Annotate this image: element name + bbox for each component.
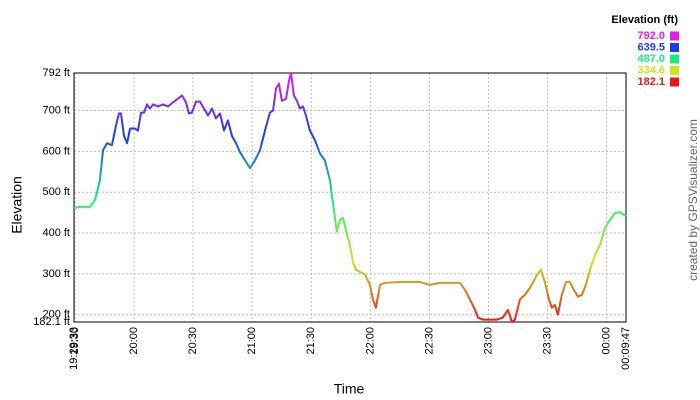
x-tick-label: 20:30: [187, 327, 199, 355]
legend-label: 639.5: [637, 41, 665, 53]
x-tick-label: 20:00: [128, 327, 140, 355]
elevation-line: [73, 72, 627, 323]
y-tick-label: 500 ft: [42, 186, 70, 198]
y-tick-label: 182.1 ft: [33, 316, 70, 328]
x-tick-label: 19:29:33: [68, 327, 80, 370]
credit: created by GPSVisualizer.com: [686, 119, 700, 281]
legend-swatch: [670, 66, 679, 75]
x-tick-label: 19:30: [69, 327, 81, 355]
x-tick-label: 21:00: [246, 327, 258, 355]
legend-swatch: [670, 77, 679, 87]
y-tick-label: 792 ft: [42, 67, 70, 79]
legend-swatch: [670, 54, 679, 64]
legend-swatch: [670, 43, 679, 52]
x-axis-label: Time: [334, 381, 365, 397]
y-tick-label: 400 ft: [42, 227, 70, 239]
x-tick-label: 00:09:47: [620, 327, 632, 370]
y-tick-label: 300 ft: [42, 268, 70, 280]
legend-label: 334.6: [637, 64, 665, 76]
legend-swatch: [670, 31, 679, 41]
plot-frame: [73, 72, 627, 323]
legend-label: 792.0: [637, 30, 665, 42]
y-tick-label: 200 ft: [42, 309, 70, 321]
y-tick-label: 700 ft: [42, 104, 70, 116]
x-tick-label: 00:00: [601, 327, 613, 355]
x-tick-label: 21:30: [305, 327, 317, 355]
legend-label: 182.1: [637, 76, 665, 88]
legend-label: 487.0: [637, 53, 665, 65]
legend-title: Elevation (ft): [611, 14, 678, 26]
x-tick-label: 23:30: [542, 327, 554, 355]
y-tick-label: 600 ft: [42, 145, 70, 157]
x-tick-label: 23:00: [482, 327, 494, 355]
x-tick-label: 22:00: [364, 327, 376, 355]
x-tick-label: 22:30: [423, 327, 435, 355]
y-axis-label: Elevation: [9, 176, 25, 234]
